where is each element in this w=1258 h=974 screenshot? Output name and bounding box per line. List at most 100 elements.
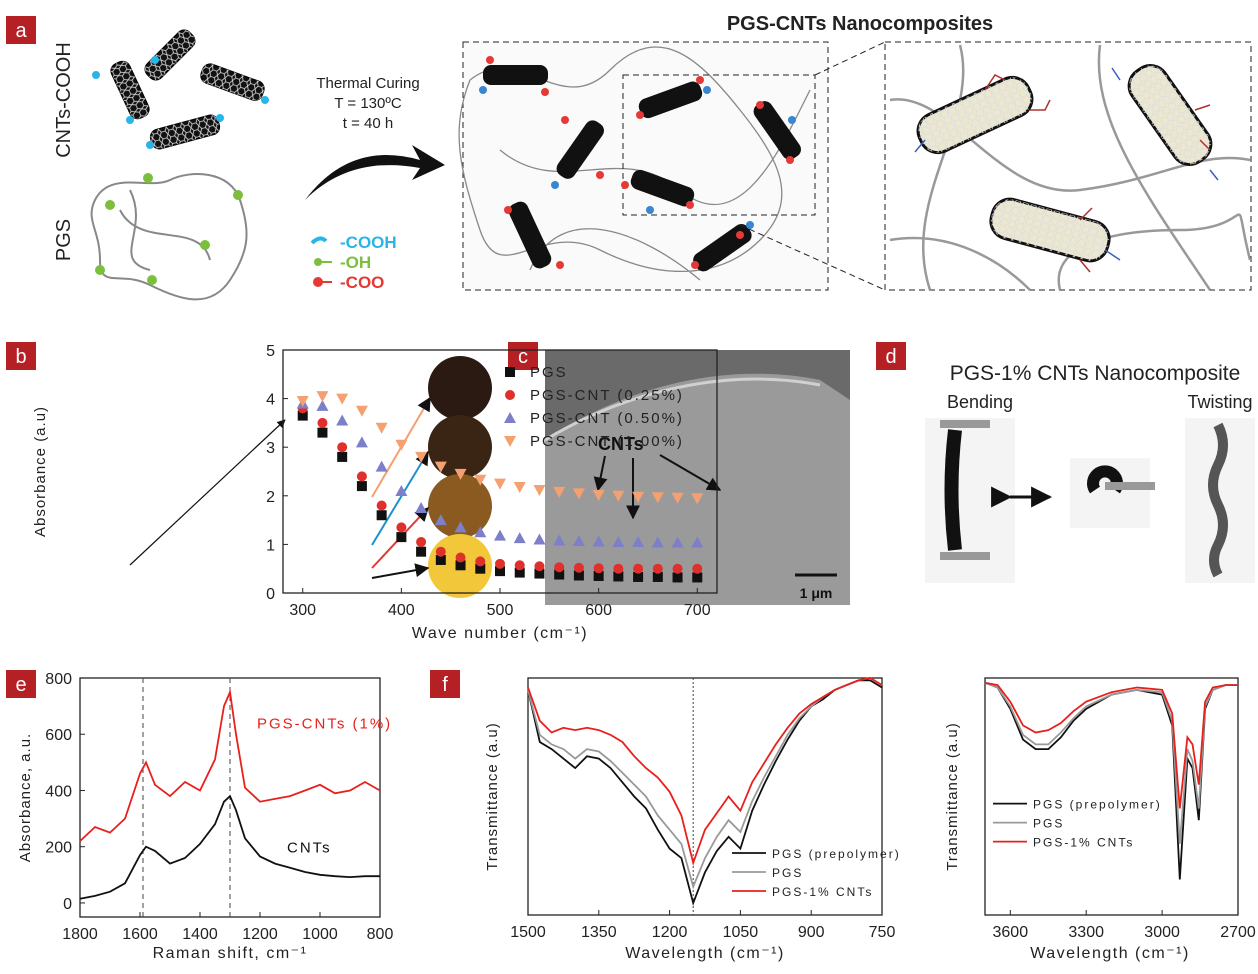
marker: [396, 522, 406, 532]
x-tick-label: 1050: [723, 924, 759, 941]
marker: [534, 561, 544, 571]
panel-d-title: PGS-1% CNTs Nanocomposite: [950, 362, 1241, 385]
x-tick-label: 900: [798, 924, 825, 941]
cnt-label: CNTs-COOH: [53, 42, 75, 158]
y-axis-label: Transmittance (a.u): [944, 722, 961, 871]
x-tick-label: 750: [869, 924, 896, 941]
legend-label: PGS: [772, 866, 803, 880]
marker: [554, 562, 564, 572]
marker: [514, 532, 526, 543]
marker: [494, 479, 506, 490]
marker: [673, 572, 683, 582]
y-tick-label: 0: [63, 896, 72, 913]
x-tick-label: 1800: [62, 926, 98, 943]
plot-frame: [528, 678, 882, 915]
legend-label: PGS: [530, 364, 568, 381]
x-axis-label: Wavelength (cm⁻¹): [625, 945, 785, 962]
marker: [377, 510, 387, 520]
x-tick-label: 800: [367, 926, 394, 943]
marker: [673, 564, 683, 574]
marker: [416, 537, 426, 547]
series-line: [528, 680, 882, 903]
bending-label: Bending: [947, 392, 1013, 412]
marker: [505, 367, 515, 377]
legend-label: PGS-CNT (0.25%): [530, 387, 684, 404]
marker: [574, 563, 584, 573]
marker: [515, 560, 525, 570]
series-label: PGS-CNTs (1%): [257, 716, 392, 733]
y-tick-label: 400: [45, 783, 72, 800]
x-tick-label: 1200: [242, 926, 278, 943]
marker: [613, 564, 623, 574]
twisting-label: Twisting: [1187, 392, 1252, 412]
panel-a: CNTs-COOH PGS Thermal Curing T = 130ºC t…: [53, 13, 1251, 299]
y-axis-label: Transmittance (a.u): [484, 722, 501, 871]
y-tick-label: 800: [45, 671, 72, 688]
x-tick-label: 3000: [1144, 924, 1180, 941]
x-tick-label: 3300: [1068, 924, 1104, 941]
y-tick-label: 5: [266, 343, 275, 360]
y-axis-label: Absorbance, a.u.: [17, 733, 34, 862]
x-tick-label: 1500: [510, 924, 546, 941]
panel-label: e: [15, 674, 26, 696]
panel-label: b: [15, 346, 26, 368]
x-tick-label: 3600: [993, 924, 1029, 941]
marker: [395, 440, 407, 451]
marker: [594, 563, 604, 573]
figure: a b c d e f CNTs-COOH PGS Thermal Curing…: [0, 0, 1258, 969]
y-axis-label: Absorbance (a.u): [32, 406, 49, 537]
series-line: [80, 796, 380, 899]
legend-label: PGS (prepolymer): [772, 847, 901, 861]
marker: [505, 390, 515, 400]
x-tick-label: 700: [684, 602, 711, 619]
legend-label: PGS-1% CNTs: [1033, 836, 1134, 850]
legend-label: PGS-1% CNTs: [772, 885, 873, 899]
marker: [316, 391, 328, 402]
marker: [356, 436, 368, 447]
process-step: Thermal Curing: [316, 75, 419, 92]
x-tick-label: 500: [487, 602, 514, 619]
marker: [377, 501, 387, 511]
marker: [396, 532, 406, 542]
panel-label: a: [15, 20, 27, 42]
y-tick-label: 0: [266, 586, 275, 603]
marker: [357, 471, 367, 481]
marker: [475, 556, 485, 566]
group-label: -COOH: [340, 233, 397, 252]
y-tick-label: 2: [266, 489, 275, 506]
series-line: [528, 678, 882, 863]
legend-label: PGS: [1033, 817, 1064, 831]
x-tick-label: 1600: [122, 926, 158, 943]
scale-bar-label: 1 μm: [800, 585, 833, 601]
x-tick-label: 1200: [652, 924, 688, 941]
legend-label: PGS (prepolymer): [1033, 798, 1162, 812]
marker: [692, 564, 702, 574]
panel-label: d: [885, 346, 896, 368]
marker: [504, 436, 516, 447]
marker: [533, 485, 545, 496]
marker: [692, 572, 702, 582]
panel-label: f: [442, 674, 448, 696]
x-axis-label: Raman shift, cm⁻¹: [153, 945, 308, 962]
marker: [337, 452, 347, 462]
marker: [317, 428, 327, 438]
x-axis-label: Wavelength (cm⁻¹): [1030, 945, 1190, 962]
marker: [357, 481, 367, 491]
marker: [415, 502, 427, 513]
y-tick-label: 200: [45, 840, 72, 857]
marker: [495, 559, 505, 569]
bending-photos: PGS-1% CNTs Nanocomposite Bending Twisti…: [925, 362, 1255, 583]
x-tick-label: 300: [289, 602, 316, 619]
x-tick-label: 1350: [581, 924, 617, 941]
marker: [356, 406, 368, 417]
marker: [653, 564, 663, 574]
marker: [416, 547, 426, 557]
marker: [504, 412, 516, 423]
marker: [317, 418, 327, 428]
x-tick-label: 600: [585, 602, 612, 619]
marker: [494, 530, 506, 541]
y-tick-label: 1: [266, 537, 275, 554]
y-tick-label: 600: [45, 727, 72, 744]
legend-label: PGS-CNT (1.00%): [530, 433, 684, 450]
marker: [336, 414, 348, 425]
